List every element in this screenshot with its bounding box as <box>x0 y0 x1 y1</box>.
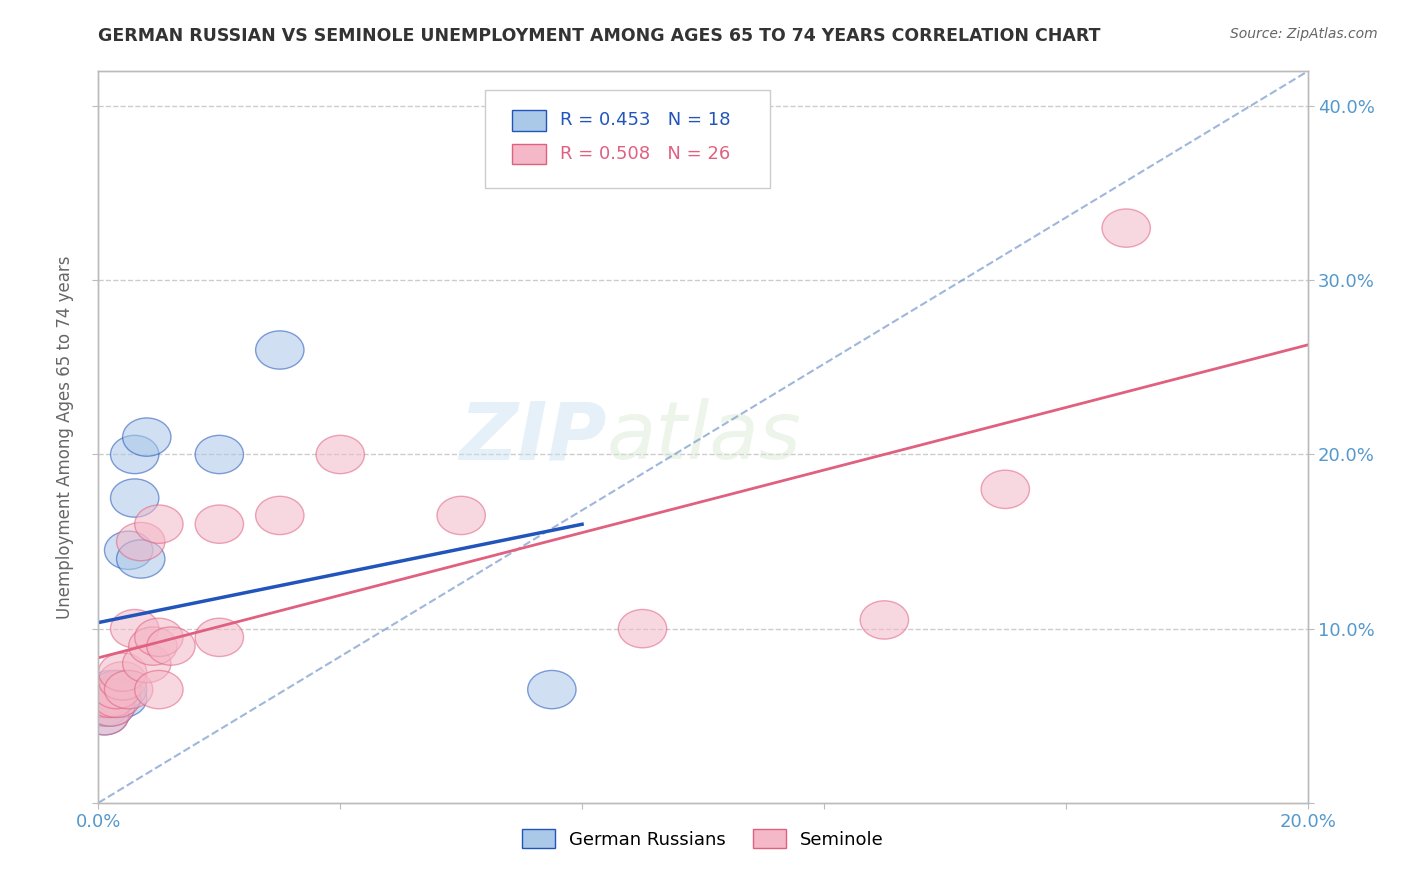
Text: ZIP: ZIP <box>458 398 606 476</box>
Text: Source: ZipAtlas.com: Source: ZipAtlas.com <box>1230 27 1378 41</box>
Ellipse shape <box>86 679 135 717</box>
Ellipse shape <box>122 418 172 456</box>
Ellipse shape <box>135 671 183 709</box>
Ellipse shape <box>527 671 576 709</box>
Ellipse shape <box>93 671 141 709</box>
Ellipse shape <box>256 331 304 369</box>
Ellipse shape <box>93 679 141 717</box>
Text: R = 0.453   N = 18: R = 0.453 N = 18 <box>561 112 731 129</box>
Ellipse shape <box>86 679 135 717</box>
Ellipse shape <box>135 505 183 543</box>
Ellipse shape <box>316 435 364 474</box>
Ellipse shape <box>195 435 243 474</box>
Ellipse shape <box>86 688 135 726</box>
Ellipse shape <box>86 688 135 726</box>
Ellipse shape <box>86 671 135 709</box>
Ellipse shape <box>80 688 129 726</box>
Ellipse shape <box>619 609 666 648</box>
Ellipse shape <box>195 505 243 543</box>
Ellipse shape <box>98 671 146 709</box>
Ellipse shape <box>111 479 159 517</box>
Ellipse shape <box>117 523 165 561</box>
FancyBboxPatch shape <box>512 144 546 164</box>
Ellipse shape <box>98 662 146 700</box>
Ellipse shape <box>93 671 141 709</box>
Ellipse shape <box>98 679 146 717</box>
Ellipse shape <box>981 470 1029 508</box>
Ellipse shape <box>111 435 159 474</box>
Ellipse shape <box>117 540 165 578</box>
Ellipse shape <box>195 618 243 657</box>
Ellipse shape <box>80 697 129 735</box>
Ellipse shape <box>135 618 183 657</box>
Ellipse shape <box>93 679 141 717</box>
Legend: German Russians, Seminole: German Russians, Seminole <box>515 822 891 856</box>
Ellipse shape <box>104 671 153 709</box>
Text: GERMAN RUSSIAN VS SEMINOLE UNEMPLOYMENT AMONG AGES 65 TO 74 YEARS CORRELATION CH: GERMAN RUSSIAN VS SEMINOLE UNEMPLOYMENT … <box>98 27 1101 45</box>
Ellipse shape <box>80 679 129 717</box>
Ellipse shape <box>122 644 172 682</box>
Ellipse shape <box>111 609 159 648</box>
FancyBboxPatch shape <box>485 90 769 188</box>
Text: R = 0.508   N = 26: R = 0.508 N = 26 <box>561 145 731 163</box>
FancyBboxPatch shape <box>512 110 546 130</box>
Ellipse shape <box>80 679 129 717</box>
Ellipse shape <box>146 627 195 665</box>
Ellipse shape <box>104 531 153 569</box>
Ellipse shape <box>129 627 177 665</box>
Ellipse shape <box>437 496 485 534</box>
Text: atlas: atlas <box>606 398 801 476</box>
Y-axis label: Unemployment Among Ages 65 to 74 years: Unemployment Among Ages 65 to 74 years <box>56 255 75 619</box>
Ellipse shape <box>98 653 146 691</box>
Ellipse shape <box>256 496 304 534</box>
Ellipse shape <box>860 601 908 639</box>
Ellipse shape <box>1102 209 1150 247</box>
Ellipse shape <box>80 697 129 735</box>
